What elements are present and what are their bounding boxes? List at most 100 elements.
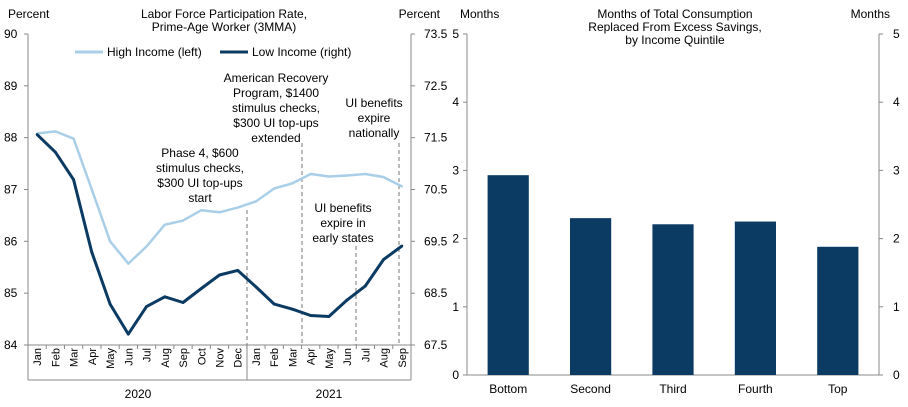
bar-right-y-axis-unit: Months — [851, 7, 890, 21]
bar-x-label: Second — [570, 382, 611, 396]
left-chart-title: Labor Force Participation Rate, — [141, 7, 307, 21]
data-point-low-income — [345, 298, 349, 302]
legend: High Income (left) Low Income (right) — [75, 45, 351, 59]
x-tick-label: Jul — [360, 348, 372, 362]
bar-x-label: Third — [659, 382, 686, 396]
x-tick-label: Jan — [251, 348, 263, 366]
bar-right-y-tick-label: 4 — [893, 95, 900, 109]
right-y-ticks: 67.5 68.5 69.5 70.5 71.5 72.5 73.5 — [411, 27, 448, 352]
data-point-low-income — [364, 284, 367, 288]
year-label-2021: 2021 — [316, 387, 343, 401]
data-point-low-income — [382, 258, 386, 261]
annotation-text: $300 UI top-ups — [233, 116, 318, 130]
x-tick-label: Aug — [379, 348, 391, 368]
left-y-tick-label: 88 — [4, 131, 18, 145]
bar-left-y-tick-label: 5 — [452, 27, 459, 41]
data-point-high-income — [181, 219, 185, 222]
annotation-ui-early: UI benefits expire in early states — [312, 201, 373, 245]
bar-bottom — [487, 175, 529, 375]
bar-x-label: Top — [828, 382, 848, 396]
x-tick-label: Apr — [306, 348, 318, 365]
x-tick-label: Jun — [123, 348, 135, 366]
left-y-tick-label: 85 — [4, 286, 18, 300]
data-point-low-income — [53, 150, 57, 154]
data-point-low-income — [272, 302, 276, 306]
data-point-low-income — [199, 287, 203, 290]
left-y-ticks: 84 85 86 87 88 89 90 — [4, 27, 28, 352]
data-point-low-income — [163, 295, 167, 299]
data-point-high-income — [382, 175, 385, 179]
annotation-text: start — [188, 191, 212, 205]
left-y-tick-label: 84 — [4, 338, 18, 352]
annotation-arp: American Recovery Program, $1400 stimulu… — [224, 71, 329, 145]
data-point-low-income — [35, 133, 39, 136]
series-points-low-income — [35, 133, 404, 336]
x-tick-label: Jan — [32, 348, 44, 366]
x-tick-label: May — [105, 348, 117, 369]
x-tick-label: Jul — [142, 348, 154, 362]
series-points-high-income — [35, 130, 404, 265]
data-point-low-income — [90, 250, 94, 254]
left-y-tick-label: 90 — [4, 27, 18, 41]
bar-right-y-tick-label: 1 — [893, 300, 900, 314]
data-point-high-income — [200, 209, 203, 212]
left-y-axis-unit: Percent — [8, 7, 50, 21]
bar-right-y-tick-label: 0 — [893, 368, 900, 382]
data-point-high-income — [90, 188, 94, 191]
annotation-text: $300 UI top-ups — [157, 176, 242, 190]
x-tick-label: May — [324, 348, 336, 369]
labor-force-chart: Percent Percent Labor Force Participatio… — [4, 7, 448, 401]
x-tick-label: Oct — [196, 348, 208, 365]
bar-top — [817, 246, 859, 375]
data-point-low-income — [145, 305, 148, 309]
data-point-high-income — [72, 137, 75, 140]
bar-right-y-tick-label: 3 — [893, 163, 900, 177]
x-tick-label: Feb — [50, 348, 62, 367]
data-point-high-income — [163, 223, 166, 226]
data-point-low-income — [72, 178, 75, 182]
right-y-tick-label: 73.5 — [424, 27, 448, 41]
data-point-high-income — [54, 130, 57, 133]
bar-third — [652, 224, 694, 375]
data-point-low-income — [108, 302, 112, 306]
right-y-tick-label: 71.5 — [424, 131, 448, 145]
left-y-tick-label: 86 — [4, 234, 18, 248]
x-tick-label: Mar — [69, 348, 81, 367]
annotation-text: stimulus checks, — [232, 101, 320, 115]
data-point-low-income — [254, 285, 258, 289]
data-point-low-income — [291, 307, 294, 311]
x-tick-label: Sep — [397, 348, 409, 368]
bar-left-y-ticks: 0 1 2 3 4 5 — [452, 27, 467, 382]
x-ticks: Jan Feb Mar Apr May Jun Jul Aug Sep Oct Nov Dec Jan F… — [32, 345, 409, 369]
data-point-high-income — [218, 211, 221, 214]
left-y-tick-label: 89 — [4, 79, 18, 93]
x-tick-label: Sep — [178, 348, 190, 368]
annotation-ui-national: UI benefits expire nationally — [345, 96, 402, 140]
annotation-text: stimulus checks, — [156, 161, 244, 175]
right-y-tick-label: 70.5 — [424, 183, 448, 197]
x-tick-label: Mar — [287, 348, 299, 367]
bar-left-y-axis-unit: Months — [460, 7, 499, 21]
bar-right-y-tick-label: 2 — [893, 232, 900, 246]
annotation-text: extended — [251, 131, 300, 145]
annotation-text: Phase 4, $600 — [161, 146, 239, 160]
data-point-high-income — [364, 172, 367, 176]
x-tick-label: Nov — [215, 348, 227, 368]
right-y-tick-label: 67.5 — [424, 338, 448, 352]
bar-x-labels: Bottom Second Third Fourth Top — [489, 382, 848, 396]
x-tick-label: Aug — [160, 348, 172, 368]
bar-chart-subtitle-2: by Income Quintile — [625, 33, 725, 47]
bar-left-y-tick-label: 0 — [452, 368, 459, 382]
x-tick-label: Jun — [342, 348, 354, 366]
legend-label-high-income: High Income (left) — [107, 45, 202, 59]
bar-right-y-tick-label: 5 — [893, 27, 900, 41]
annotation-text: expire — [358, 111, 391, 125]
data-point-low-income — [181, 301, 185, 304]
annotation-text: Program, $1400 — [233, 86, 319, 100]
excess-savings-chart: Months Months Months of Total Consumptio… — [452, 7, 900, 396]
data-point-low-income — [236, 268, 240, 272]
bar-x-label: Fourth — [738, 382, 773, 396]
data-point-high-income — [254, 200, 258, 203]
annotation-text: expire in — [320, 216, 365, 230]
x-tick-label: Feb — [269, 348, 281, 367]
